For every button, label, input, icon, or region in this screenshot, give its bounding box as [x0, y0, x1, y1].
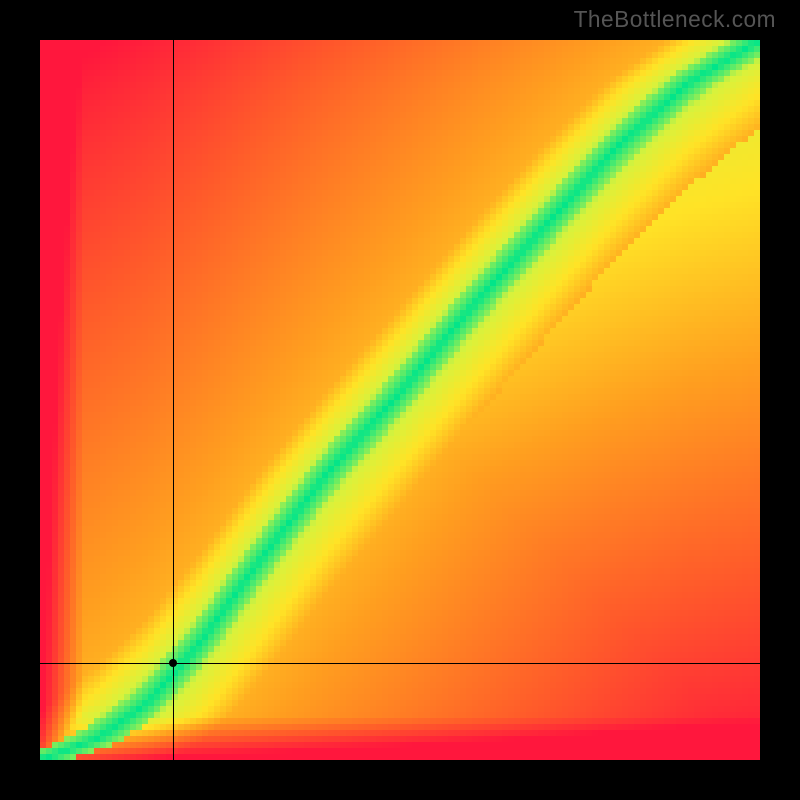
figure-container: TheBottleneck.com — [0, 0, 800, 800]
bottleneck-heatmap — [40, 40, 760, 760]
plot-area — [40, 40, 760, 760]
watermark-text: TheBottleneck.com — [574, 6, 776, 33]
